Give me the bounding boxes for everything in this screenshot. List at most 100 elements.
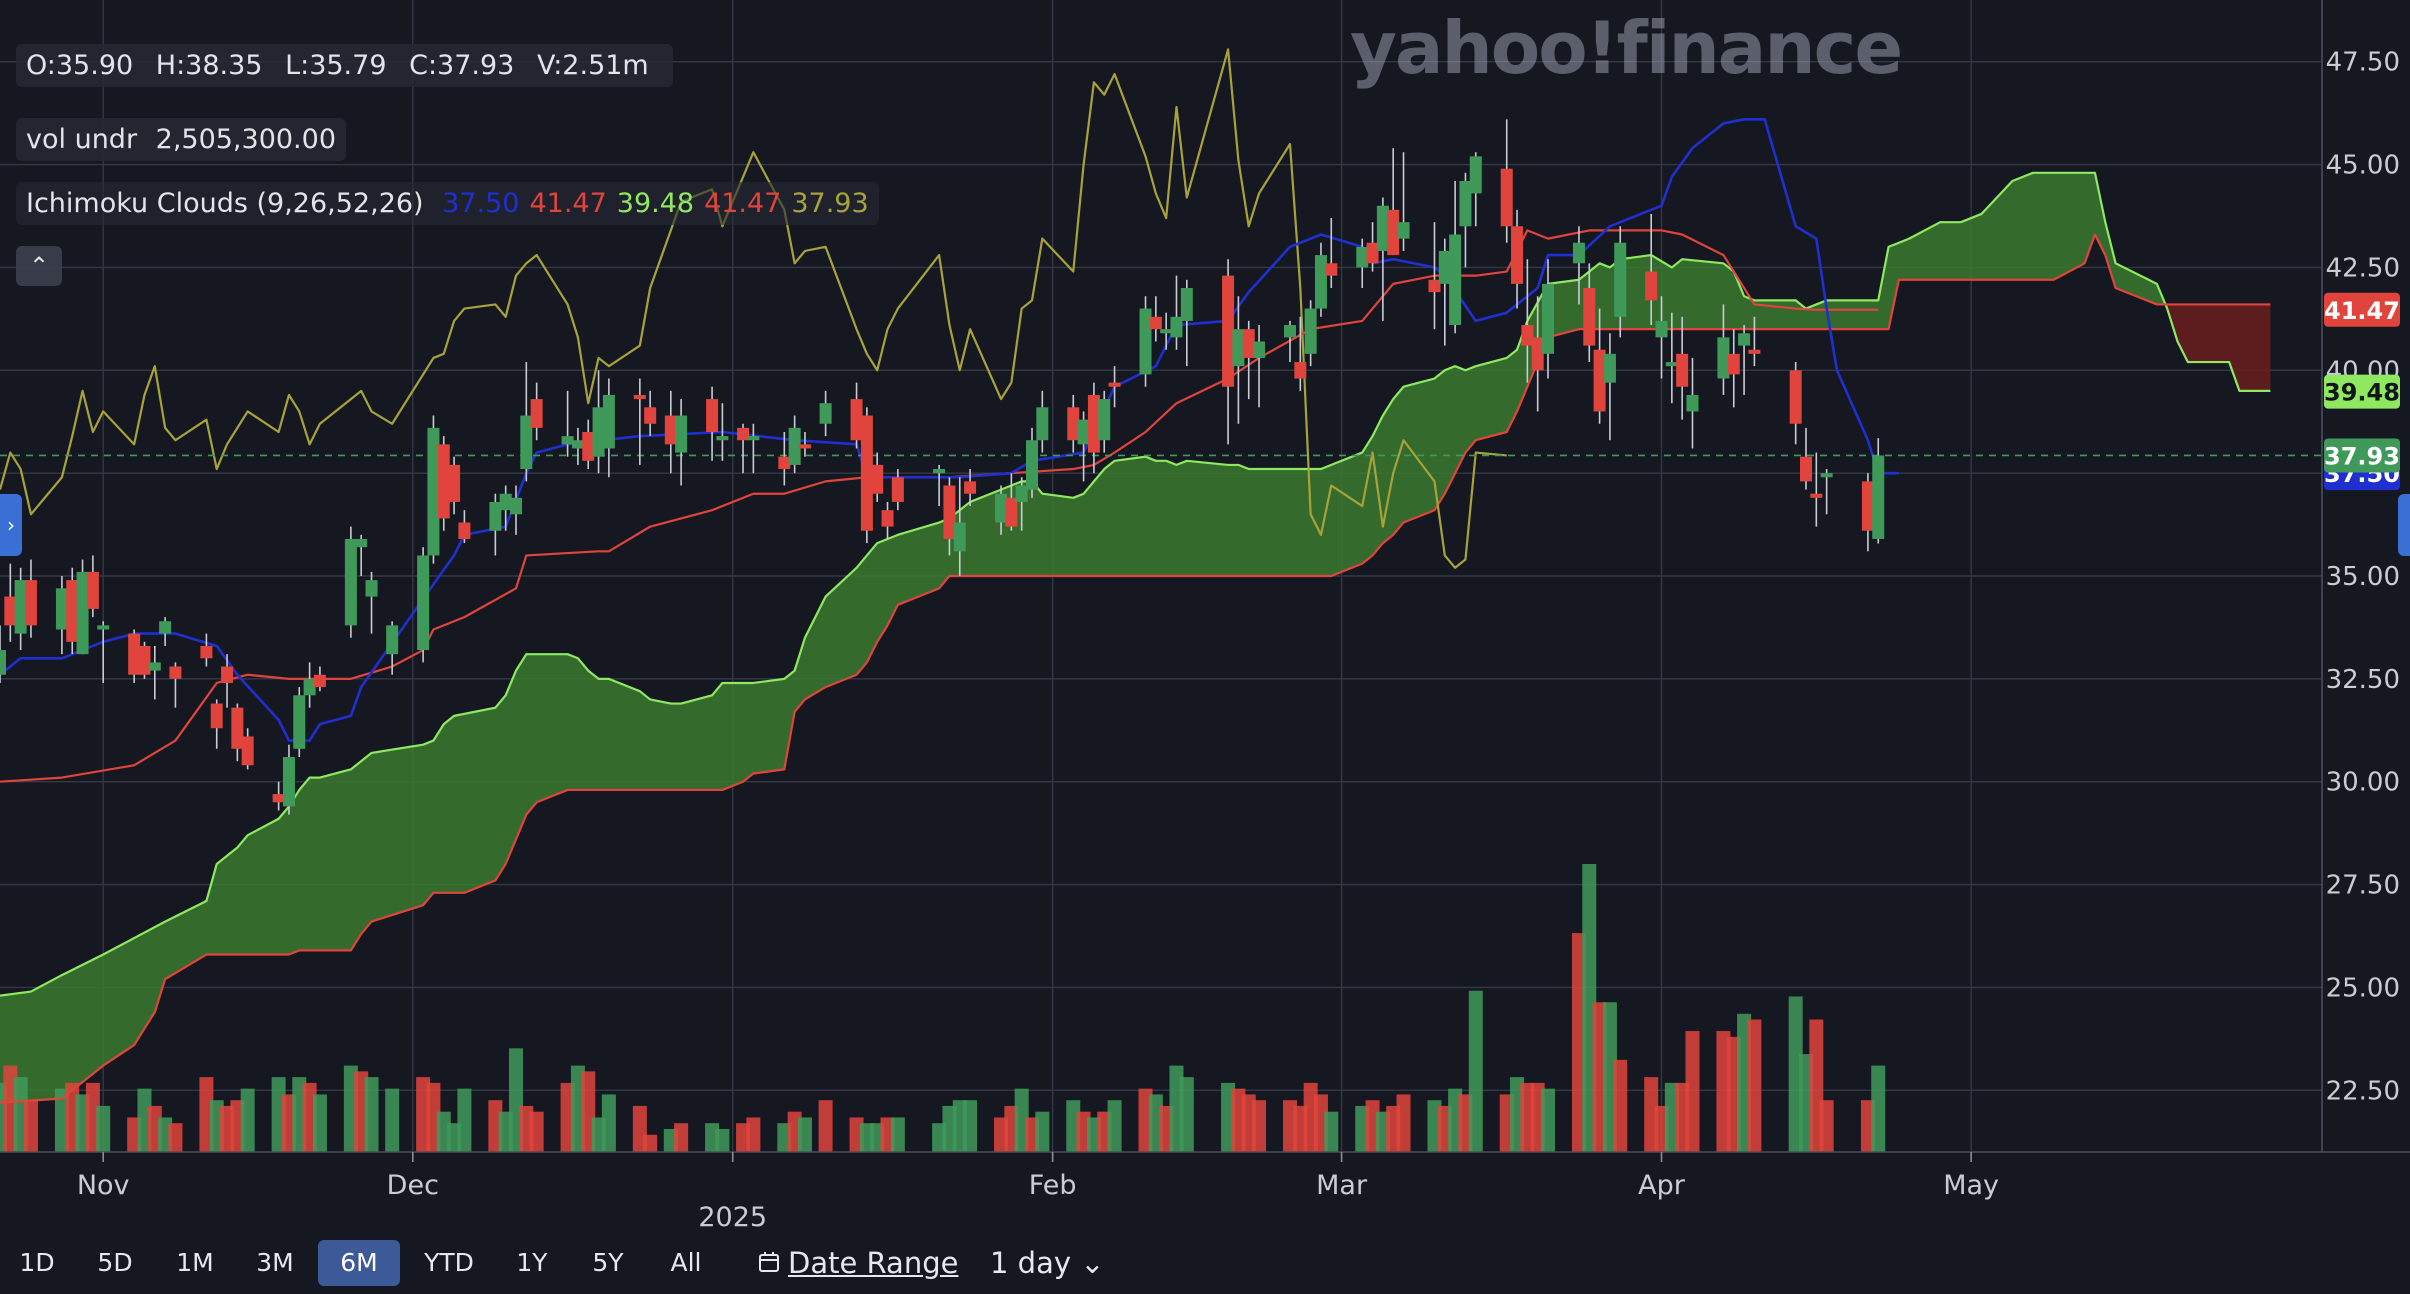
candle-up: [1717, 337, 1730, 379]
chart-axes: 22.5025.0027.5030.0032.5035.0037.5040.00…: [0, 0, 2410, 1228]
volume-bar: [1685, 1031, 1700, 1152]
candle-down: [530, 399, 543, 428]
candle-up: [1170, 316, 1183, 338]
volume-bar: [890, 1117, 905, 1152]
date-range-button[interactable]: Date Range: [758, 1240, 958, 1286]
candle-up: [1232, 329, 1245, 367]
candle-up: [159, 621, 172, 634]
candle-up: [97, 625, 110, 630]
interval-dropdown[interactable]: 1 day ⌄: [990, 1240, 1105, 1286]
y-tick-label: 35.00: [2326, 562, 2400, 592]
y-tick-label: 45.00: [2326, 151, 2400, 181]
range-all-button[interactable]: All: [670, 1248, 702, 1277]
ichimoku-value: 39.48: [616, 188, 695, 219]
candle-down: [1748, 349, 1761, 354]
right-panel-toggle[interactable]: [2398, 494, 2410, 556]
candle-down: [241, 736, 254, 766]
price-chart[interactable]: 22.5025.0027.5030.0032.5035.0037.5040.00…: [0, 0, 2410, 1228]
candle-up: [602, 394, 615, 449]
candle-up: [282, 757, 295, 807]
candle-up: [1438, 250, 1451, 284]
candle-down: [1511, 226, 1524, 284]
candle-down: [1521, 325, 1534, 346]
ichimoku-cloud: [0, 172, 2271, 1103]
candle-down: [778, 456, 791, 470]
volume-bar: [385, 1088, 400, 1152]
left-panel-toggle[interactable]: ›: [0, 494, 22, 556]
volume-bar: [312, 1094, 327, 1152]
candle-down: [582, 432, 595, 461]
x-tick-label: Dec: [387, 1170, 439, 1201]
range-5y-button[interactable]: 5Y: [592, 1248, 624, 1277]
range-1d-button[interactable]: 1D: [19, 1248, 55, 1277]
ichimoku-legend[interactable]: Ichimoku Clouds (9,26,52,26) 37.50 41.47 3…: [16, 182, 879, 225]
open-value: O:35.90: [26, 50, 134, 81]
volume-bar: [457, 1088, 472, 1152]
high-value: H:38.35: [155, 50, 263, 81]
y-tick-label: 22.50: [2326, 1076, 2400, 1106]
candle-down: [1645, 271, 1658, 301]
candle-down: [891, 477, 904, 502]
candle-down: [644, 407, 657, 424]
collapse-legend-button[interactable]: ⌃: [16, 246, 62, 286]
candle-up: [520, 415, 533, 470]
candle-down: [1325, 263, 1338, 276]
volume-indicator-value: 2,505,300.00: [155, 124, 336, 155]
candle-up: [0, 650, 6, 675]
x-tick-label: 2025: [698, 1202, 767, 1228]
candle-down: [272, 794, 285, 803]
candle-down: [1242, 329, 1255, 358]
volume-bar: [240, 1088, 255, 1152]
price-tag-label: 37.93: [2324, 442, 2400, 470]
candle-up: [1686, 394, 1699, 412]
volume-bar: [674, 1123, 689, 1152]
range-1m-button[interactable]: 1M: [176, 1248, 214, 1277]
candlesticks: [0, 119, 1885, 815]
candle-down: [1676, 353, 1689, 387]
candle-up: [933, 469, 946, 474]
candle-up: [1356, 246, 1369, 268]
candle-up: [14, 580, 27, 634]
candle-down: [1067, 407, 1080, 441]
candle-up: [592, 407, 605, 457]
range-6m-button[interactable]: 6M: [318, 1240, 400, 1286]
volume-bar: [746, 1117, 761, 1152]
candle-up: [510, 497, 522, 515]
tenkan-sen-line: [0, 118, 1899, 742]
candle-down: [138, 645, 151, 675]
volume-bar: [1747, 1019, 1762, 1152]
candle-up: [953, 522, 966, 552]
volume-bar: [1819, 1100, 1834, 1152]
volume-indicator-legend[interactable]: vol undr 2,505,300.00: [16, 118, 346, 161]
yahoo-finance-logo: yahoo!finance: [1350, 6, 1903, 90]
x-tick-label: Apr: [1638, 1170, 1686, 1201]
price-tag-label: 41.47: [2324, 297, 2400, 325]
price-tag: [2324, 374, 2400, 409]
volume-bar: [1035, 1111, 1050, 1152]
candle-down: [128, 633, 141, 675]
volume-bar: [963, 1100, 978, 1152]
candle-down: [1800, 456, 1812, 482]
candle-up: [365, 580, 378, 597]
candle-down: [66, 580, 79, 642]
candle-up: [571, 440, 584, 449]
range-5d-button[interactable]: 5D: [97, 1248, 133, 1277]
range-ytd-button[interactable]: YTD: [424, 1248, 474, 1277]
candle-down: [1583, 288, 1596, 346]
candle-up: [1180, 288, 1193, 321]
candle-up: [995, 493, 1008, 523]
y-tick-label: 25.00: [2326, 973, 2400, 1003]
range-3m-button[interactable]: 3M: [256, 1248, 294, 1277]
candle-down: [943, 485, 956, 539]
candle-up: [1738, 333, 1751, 346]
volume-bar: [601, 1094, 616, 1152]
senkou-span-a-line: [0, 171, 2271, 997]
candle-up: [1376, 205, 1389, 251]
candle-down: [200, 645, 213, 659]
volume-bar: [168, 1123, 183, 1152]
candle-up: [1655, 320, 1668, 338]
candle-down: [850, 399, 863, 441]
candle-down: [633, 394, 646, 400]
range-1y-button[interactable]: 1Y: [516, 1248, 548, 1277]
candle-down: [1366, 242, 1379, 264]
